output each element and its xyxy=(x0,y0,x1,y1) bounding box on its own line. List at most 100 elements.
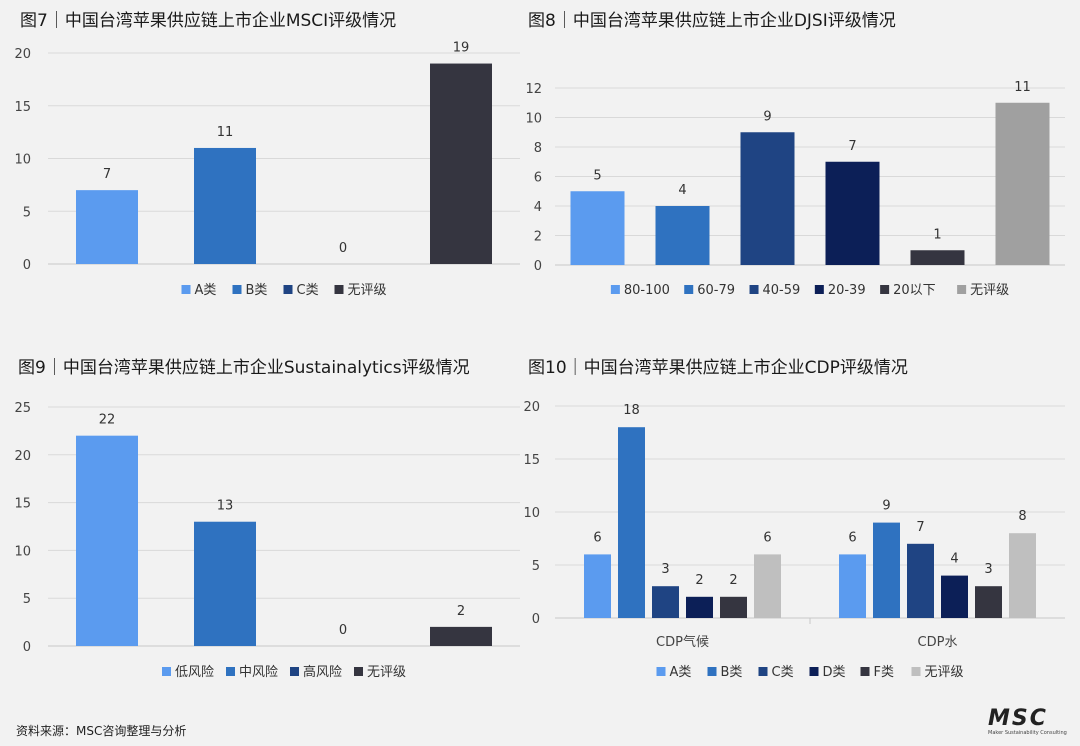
data-label: 6 xyxy=(593,530,601,545)
data-label: 3 xyxy=(661,562,669,577)
legend-swatch xyxy=(162,667,171,676)
source-note: 资料来源：MSC咨询整理与分析 xyxy=(16,724,187,738)
y-tick-label: 10 xyxy=(525,112,542,127)
legend-label: C类 xyxy=(772,665,794,680)
legend-swatch xyxy=(354,667,363,676)
chart-panel-fig7: 图7｜中国台湾苹果供应链上市企业MSCI评级情况 0 5 10 15 20 7 11 0 19 A… xyxy=(0,0,540,345)
chart-fig9: 0 5 10 15 20 25 22 13 0 2 低风险 中风险 高风险 无评级 xyxy=(14,401,520,680)
legend-swatch xyxy=(758,667,768,676)
chart-title: 图10｜中国台湾苹果供应链上市企业CDP评级情况 xyxy=(528,358,908,378)
msc-logo: MSC Maker Sustainability Consulting xyxy=(988,708,1072,740)
y-tick-label: 10 xyxy=(14,544,31,559)
data-label: 6 xyxy=(848,530,856,545)
y-tick-label: 2 xyxy=(534,230,542,245)
legend-label: B类 xyxy=(246,283,268,298)
y-tick-label: 20 xyxy=(523,400,540,415)
y-tick-label: 0 xyxy=(532,612,540,627)
bar xyxy=(975,586,1002,618)
legend-label: 无评级 xyxy=(348,283,387,298)
legend-label: 20以下 xyxy=(893,283,936,298)
data-label: 5 xyxy=(593,168,601,183)
chart-fig7: 0 5 10 15 20 7 11 0 19 A类 B类 C类 无评级 xyxy=(14,41,520,298)
data-label: 9 xyxy=(763,109,771,124)
bar xyxy=(584,554,611,618)
legend-swatch xyxy=(809,667,819,676)
data-label: 2 xyxy=(729,573,737,588)
legend-swatch xyxy=(656,667,666,676)
legend-label: 高风险 xyxy=(303,664,342,680)
logo-tagline: Maker Sustainability Consulting xyxy=(988,730,1067,736)
data-label: 9 xyxy=(882,499,890,514)
legend-label: 低风险 xyxy=(175,665,214,680)
bar xyxy=(873,522,900,618)
legend-swatch xyxy=(814,285,824,294)
legend-swatch xyxy=(749,285,759,294)
data-label: 4 xyxy=(950,552,958,567)
legend-label: A类 xyxy=(195,283,217,298)
y-tick-label: 15 xyxy=(14,497,31,512)
y-tick-label: 10 xyxy=(14,153,31,168)
chart-panel-fig10: 图10｜中国台湾苹果供应链上市企业CDP评级情况 0 5 10 15 20 6 18 3 2 2 6… xyxy=(523,345,1080,690)
bar xyxy=(655,206,710,265)
bar xyxy=(740,132,795,265)
legend-swatch xyxy=(334,285,344,294)
chart-title: 图9｜中国台湾苹果供应链上市企业Sustainalytics评级情况 xyxy=(18,358,470,378)
data-label: 3 xyxy=(984,562,992,577)
y-tick-label: 8 xyxy=(534,141,542,156)
y-tick-label: 15 xyxy=(14,100,31,115)
y-tick-label: 6 xyxy=(534,171,542,186)
chart-title: 图8｜中国台湾苹果供应链上市企业DJSI评级情况 xyxy=(528,11,896,31)
bar xyxy=(907,543,934,618)
bar xyxy=(194,147,256,264)
legend-label: 20-39 xyxy=(828,283,866,298)
bar xyxy=(941,575,968,618)
chart-fig10: 0 5 10 15 20 6 18 3 2 2 6 CDP气候 6 9 7 4 3 8 CDP水 A类 B类 C类 D类 F类… xyxy=(523,400,1065,680)
legend-swatch xyxy=(610,285,620,294)
data-label: 7 xyxy=(103,167,111,182)
legend-swatch xyxy=(684,285,694,294)
y-tick-label: 20 xyxy=(14,47,31,62)
bar xyxy=(652,586,679,618)
data-label: 8 xyxy=(1018,509,1026,524)
legend-label: 无评级 xyxy=(970,283,1009,298)
legend-label: D类 xyxy=(823,665,846,680)
chart-panel-fig8: 图8｜中国台湾苹果供应链上市企业DJSI评级情况 0 2 4 6 8 10 12 5 4 9 7 1 1… xyxy=(525,0,1080,345)
data-label: 0 xyxy=(339,241,347,256)
bar xyxy=(995,102,1050,265)
legend-swatch xyxy=(860,667,870,676)
legend-swatch xyxy=(911,667,921,676)
bar xyxy=(720,596,747,618)
y-tick-label: 0 xyxy=(23,258,31,273)
legend-label: C类 xyxy=(297,283,319,298)
legend-label: A类 xyxy=(670,665,692,680)
data-label: 19 xyxy=(453,41,470,56)
bar xyxy=(430,63,492,264)
bar xyxy=(194,521,256,646)
legend-label: 无评级 xyxy=(367,665,406,680)
chart-title: 图7｜中国台湾苹果供应链上市企业MSCI评级情况 xyxy=(20,11,397,31)
data-label: 2 xyxy=(695,573,703,588)
bar xyxy=(618,427,645,618)
y-tick-label: 15 xyxy=(523,453,540,468)
y-tick-label: 20 xyxy=(14,449,31,464)
y-tick-label: 0 xyxy=(534,259,542,274)
legend-swatch xyxy=(283,285,293,294)
data-label: 7 xyxy=(848,139,856,154)
legend-swatch xyxy=(290,667,299,676)
legend-swatch xyxy=(707,667,717,676)
bar xyxy=(910,250,965,265)
legend-label: F类 xyxy=(874,665,894,680)
bar xyxy=(570,191,625,265)
y-tick-label: 5 xyxy=(23,205,31,220)
bar xyxy=(839,554,866,618)
legend-swatch xyxy=(957,285,967,294)
y-tick-label: 5 xyxy=(23,592,31,607)
bar xyxy=(686,596,713,618)
data-label: 4 xyxy=(678,183,686,198)
bar xyxy=(76,190,138,264)
data-label: 18 xyxy=(623,403,640,418)
legend-label: B类 xyxy=(721,665,743,680)
legend-label: 中风险 xyxy=(239,665,278,680)
bar xyxy=(76,435,138,646)
data-label: 7 xyxy=(916,520,924,535)
